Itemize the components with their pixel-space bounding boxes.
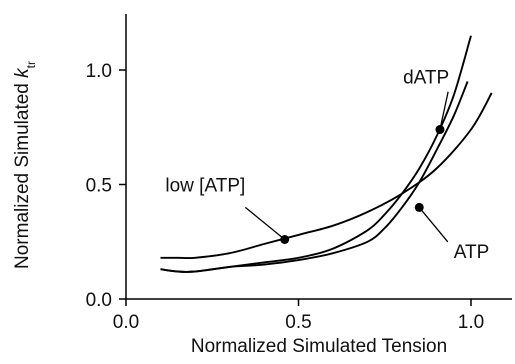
y-tick-label-2: 1.0: [86, 61, 112, 82]
series-line-2: [160, 92, 493, 260]
annotation-leader-2: [244, 206, 286, 240]
x-axis-title: Normalized Simulated Tension: [191, 336, 447, 357]
data-marker-1: [414, 202, 424, 212]
y-tick-label-1: 0.5: [86, 176, 112, 197]
series-line-1: [160, 81, 469, 273]
annotation-label-1: ATP: [454, 242, 490, 263]
x-tick-label-0: 0.0: [113, 312, 139, 333]
y-axis-title: Normalized Simulated ktr: [12, 61, 38, 269]
y-tick-label-0: 0.0: [86, 290, 112, 311]
annotation-label-2: low [ATP]: [165, 175, 245, 196]
y-axis-title-k: k: [12, 67, 33, 78]
y-axis-title-subscript: tr: [24, 61, 38, 68]
x-tick-label-1: 0.5: [285, 312, 311, 333]
annotation-label-0: dATP: [403, 68, 449, 89]
series-group: [160, 35, 493, 273]
annotation-leader-0: [439, 91, 449, 130]
tick-group: 0.0 0.5 1.0 0.0 0.5 1.0: [86, 61, 485, 333]
annotation-leader-1: [418, 206, 449, 243]
data-marker-0: [435, 125, 445, 135]
annotation-group: dATP ATP low [ATP]: [165, 68, 489, 263]
marker-group: [280, 125, 445, 244]
x-tick-label-2: 1.0: [458, 312, 484, 333]
data-marker-2: [280, 234, 290, 244]
y-axis-title-main: Normalized Simulated: [12, 78, 33, 269]
